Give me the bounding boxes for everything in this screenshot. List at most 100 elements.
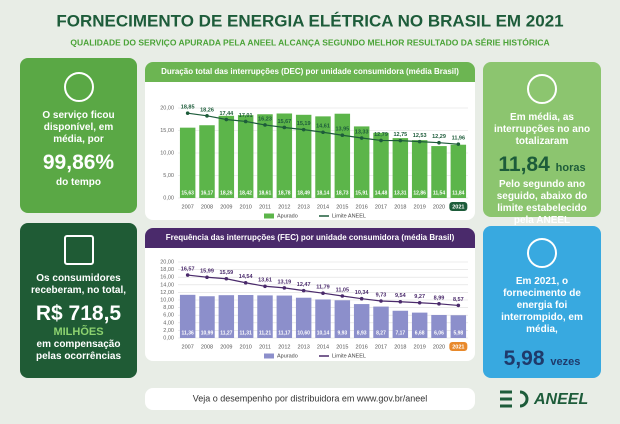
- line-value-label: 18,85: [181, 105, 195, 111]
- y-tick-label: 20,00: [160, 105, 174, 111]
- line-point: [321, 291, 325, 295]
- line-value-label: 11,05: [336, 287, 349, 293]
- y-tick-label: 4,00: [163, 320, 174, 326]
- line-point: [359, 136, 364, 140]
- icon: [63, 235, 94, 265]
- bar-value-label: 10,14: [317, 330, 330, 336]
- line-point: [205, 114, 209, 118]
- line-point: [437, 140, 441, 145]
- line-point: [301, 127, 306, 132]
- x-tick-label: 2016: [356, 344, 368, 350]
- x-tick-label: 2014: [317, 344, 329, 350]
- x-tick-label: 2012: [278, 204, 290, 210]
- footer-link[interactable]: Veja o desempenho por distribuidora em w…: [193, 393, 427, 403]
- line-point: [398, 299, 403, 304]
- line-point: [456, 142, 461, 146]
- bar-value-label: 5,98: [453, 330, 463, 336]
- line-value-label: 13,95: [335, 127, 349, 133]
- bar: [373, 132, 389, 198]
- bar: [392, 310, 409, 338]
- line-value-label: 15,67: [277, 119, 291, 125]
- x-tick-label: 2008: [201, 344, 213, 350]
- line-point: [243, 280, 248, 285]
- line-point: [379, 138, 383, 143]
- line-value-label: 9,54: [395, 293, 407, 299]
- panel-text: Em média, as interrupções no ano totaliz…: [493, 112, 591, 147]
- bar: [179, 127, 196, 198]
- panel-number: 11,84: [498, 153, 550, 176]
- bar: [237, 295, 254, 338]
- line-point: [417, 300, 422, 305]
- x-tick-label: 2015: [336, 204, 348, 210]
- bar: [315, 116, 331, 198]
- panel-unit: horas: [555, 162, 586, 174]
- line-value-label: 11,79: [316, 285, 329, 291]
- line-point: [263, 123, 267, 127]
- line-point: [417, 139, 422, 144]
- panel-text: Os consumidores receberam, no total,: [30, 273, 127, 296]
- x-tick-label: 2017: [375, 344, 387, 350]
- chart-header: [145, 62, 475, 82]
- legend-label: Limite ANEEL: [332, 213, 366, 219]
- bar: [315, 299, 331, 338]
- chart-title: Frequência das interrupções (FEC) por un…: [166, 233, 455, 242]
- panel-text: O serviço ficou disponível, em média, po…: [42, 110, 115, 145]
- line-point: [321, 130, 325, 135]
- line-point: [224, 276, 229, 281]
- bar: [373, 306, 389, 338]
- panel-footer: do tempo: [56, 177, 101, 189]
- bar-value-label: 18,61: [259, 190, 272, 196]
- bar: [353, 126, 370, 198]
- bar-value-label: 11,84: [452, 190, 464, 196]
- x-tick-label: 2009: [220, 344, 232, 350]
- bar: [295, 114, 312, 198]
- page-subtitle: QUALIDADE DO SERVIÇO APURADA PELA ANEEL …: [70, 36, 549, 47]
- bar-value-label: 15,91: [355, 190, 368, 196]
- panel: O serviço ficou disponível, em média, po…: [20, 58, 137, 213]
- bar: [276, 113, 293, 198]
- line-value-label: 18,26: [200, 107, 214, 113]
- x-tick-label: 2011: [259, 344, 271, 350]
- x-tick-label: 2017: [375, 204, 387, 210]
- line-value-label: 15,19: [297, 121, 311, 127]
- x-tick-label: 2007: [182, 344, 194, 350]
- y-tick-label: 0,00: [163, 335, 174, 341]
- x-tick-label: 2008: [201, 204, 213, 210]
- bar: [218, 295, 235, 338]
- bar: [431, 314, 447, 338]
- bar-value-label: 18,42: [239, 190, 252, 196]
- chart-title: Duração total das interrupções (DEC) por…: [161, 67, 459, 76]
- line-value-label: 15,59: [219, 270, 233, 276]
- line-value-label: 8,57: [453, 297, 464, 303]
- y-tick-label: 10,00: [160, 297, 174, 303]
- line-value-label: 12,53: [413, 133, 427, 139]
- y-tick-label: 8,00: [163, 305, 174, 311]
- bar: [199, 125, 215, 198]
- bar-value-label: 18,26: [220, 190, 233, 196]
- panel-footer: Pelo segundo ano seguido, abaixo do limi…: [496, 179, 588, 227]
- x-tick-label: 2021: [452, 344, 464, 350]
- x-tick-label: 2013: [298, 344, 310, 350]
- bar-value-label: 11,21: [259, 330, 271, 336]
- line-value-label: 14,61: [316, 124, 330, 130]
- bar-value-label: 16,17: [201, 190, 214, 196]
- bar-value-label: 12,86: [413, 190, 426, 196]
- legend-label: Apurado: [277, 353, 298, 359]
- bar: [392, 138, 409, 198]
- panel-highlight: 99,86%: [42, 151, 115, 174]
- panel: Em 2021, o fornecimento de energia foi i…: [483, 226, 601, 378]
- line-value-label: 17,44: [219, 111, 234, 117]
- bar: [276, 295, 293, 338]
- line-point: [437, 302, 441, 306]
- line-value-label: 9,27: [414, 294, 425, 300]
- footer-box: [145, 388, 475, 410]
- line-value-label: 13,61: [258, 278, 272, 284]
- legend-swatch: [264, 353, 274, 359]
- panel-unit: vezes: [550, 356, 581, 368]
- line-value-label: 15,99: [200, 269, 214, 275]
- bar-value-label: 15,63: [181, 190, 194, 196]
- bar-value-label: 14,48: [375, 190, 388, 196]
- x-tick-label: 2012: [278, 344, 290, 350]
